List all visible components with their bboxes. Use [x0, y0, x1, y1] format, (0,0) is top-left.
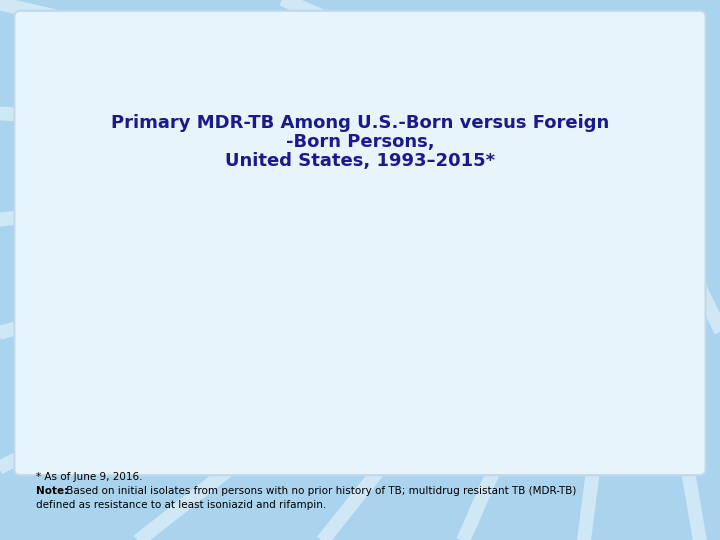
U.S.-born [187, 340, 196, 347]
Text: United States, 1993–2015*: United States, 1993–2015* [225, 152, 495, 170]
U.S.-born [510, 381, 518, 388]
Foreign-born [348, 312, 357, 318]
Text: defined as resistance to at least isoniazid and rifampin.: defined as resistance to at least isonia… [36, 500, 326, 510]
Foreign-born [456, 291, 465, 298]
U.S.-born [429, 373, 438, 380]
Foreign-born [241, 303, 250, 310]
Y-axis label: Resistant (%): Resistant (%) [32, 240, 45, 341]
U.S.-born [672, 375, 680, 381]
U.S.-born [618, 394, 626, 400]
X-axis label: Year: Year [361, 436, 399, 451]
U.S.-born [348, 372, 357, 378]
U.S.-born [322, 354, 330, 361]
Text: Note:: Note: [36, 486, 68, 496]
Foreign-born [79, 230, 88, 236]
Foreign-born [644, 299, 653, 306]
Foreign-born [564, 283, 572, 289]
U.S.-born [214, 353, 222, 359]
U.S.-born [79, 201, 88, 207]
Line: Foreign-born: Foreign-born [79, 229, 680, 319]
Text: * As of June 9, 2016.: * As of June 9, 2016. [36, 472, 143, 483]
Foreign-born [107, 234, 115, 240]
Foreign-born [429, 299, 438, 306]
Legend: U.S.-born, Foreign-born: U.S.-born, Foreign-born [563, 176, 683, 217]
Foreign-born [187, 264, 196, 271]
Foreign-born [591, 269, 600, 275]
Line: U.S.-born: U.S.-born [79, 200, 680, 401]
U.S.-born [537, 372, 546, 378]
Foreign-born [537, 275, 546, 281]
U.S.-born [241, 365, 250, 372]
Foreign-born [483, 293, 492, 299]
U.S.-born [483, 365, 492, 372]
U.S.-born [644, 375, 653, 382]
U.S.-born [294, 361, 303, 367]
Foreign-born [618, 294, 626, 300]
U.S.-born [107, 234, 115, 240]
Text: -Born Persons,: -Born Persons, [286, 133, 434, 151]
U.S.-born [376, 369, 384, 375]
Foreign-born [322, 275, 330, 281]
U.S.-born [564, 363, 572, 370]
U.S.-born [402, 373, 411, 380]
Foreign-born [160, 287, 168, 294]
Text: Primary MDR-TB Among U.S.-Born versus Foreign: Primary MDR-TB Among U.S.-Born versus Fo… [111, 114, 609, 132]
Foreign-born [672, 295, 680, 302]
Foreign-born [510, 312, 518, 318]
Foreign-born [294, 295, 303, 302]
Foreign-born [402, 303, 411, 310]
U.S.-born [591, 372, 600, 378]
U.S.-born [133, 283, 142, 289]
Text: Based on initial isolates from persons with no prior history of TB; multidrug re: Based on initial isolates from persons w… [63, 486, 577, 496]
Foreign-born [376, 307, 384, 314]
U.S.-born [456, 373, 465, 380]
Foreign-born [133, 238, 142, 244]
U.S.-born [268, 361, 276, 367]
U.S.-born [160, 320, 168, 326]
Foreign-born [268, 283, 276, 289]
Foreign-born [214, 299, 222, 306]
